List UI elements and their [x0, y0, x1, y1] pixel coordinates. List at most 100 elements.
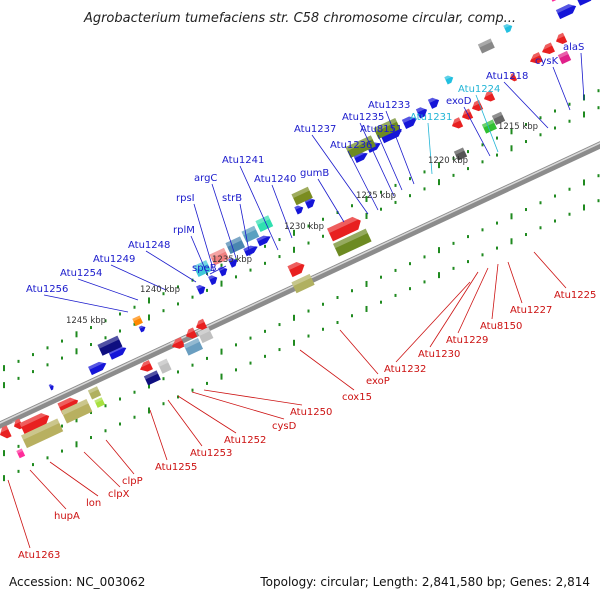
- gene-feature[interactable]: [527, 52, 543, 66]
- gene-label-bottom[interactable]: cysD: [272, 421, 297, 432]
- gene-feature[interactable]: [196, 283, 207, 295]
- gene-feature[interactable]: [575, 0, 597, 6]
- gene-feature[interactable]: [291, 186, 313, 206]
- gene-label-bottom[interactable]: Atu1229: [446, 335, 488, 346]
- gene-feature[interactable]: [557, 50, 572, 65]
- gene-feature[interactable]: [197, 327, 214, 344]
- gene-label-bottom[interactable]: exoP: [366, 376, 390, 387]
- gene-feature[interactable]: [453, 147, 468, 161]
- gene-feature[interactable]: [449, 117, 464, 130]
- gene-label-top[interactable]: Atu1235: [342, 112, 384, 123]
- gene-label-top[interactable]: exoD: [446, 96, 472, 107]
- gene-feature[interactable]: [255, 215, 274, 233]
- gene-feature[interactable]: [444, 73, 455, 85]
- gene-feature[interactable]: [218, 264, 229, 277]
- gene-feature[interactable]: [481, 90, 496, 103]
- gene-label-top[interactable]: alaS: [563, 42, 584, 53]
- gene-feature[interactable]: [87, 386, 102, 400]
- gene-feature[interactable]: [21, 418, 64, 449]
- gene-feature[interactable]: [401, 114, 419, 129]
- gene-label-top[interactable]: Atu1256: [26, 284, 68, 295]
- gene-feature[interactable]: [88, 359, 108, 376]
- gene-label-top[interactable]: Atu1231: [410, 112, 452, 123]
- gene-feature[interactable]: [291, 273, 315, 294]
- gene-label-top[interactable]: Atu1218: [486, 71, 528, 82]
- gene-feature[interactable]: [553, 32, 568, 46]
- gene-feature[interactable]: [228, 256, 239, 268]
- gene-feature[interactable]: [137, 360, 153, 374]
- gene-label-top[interactable]: Atu1249: [93, 254, 135, 265]
- gene-label-top[interactable]: cysK: [535, 56, 559, 67]
- gene-feature[interactable]: [16, 448, 26, 459]
- gene-feature[interactable]: [94, 397, 105, 408]
- gene-feature[interactable]: [183, 338, 204, 356]
- gene-label-top[interactable]: Atu8151: [360, 124, 402, 135]
- gene-label-bottom[interactable]: Atu1227: [510, 305, 552, 316]
- gene-label-bottom[interactable]: Atu1250: [290, 407, 332, 418]
- gene-label-top[interactable]: Atu1233: [368, 100, 410, 111]
- gene-label-top[interactable]: Atu1248: [128, 240, 170, 251]
- gene-feature[interactable]: [157, 358, 172, 374]
- gene-label-top[interactable]: Atu1236: [330, 140, 372, 151]
- gene-feature[interactable]: [539, 42, 555, 56]
- gene-label-bottom[interactable]: Atu1232: [384, 364, 426, 375]
- gene-feature[interactable]: [209, 247, 230, 266]
- gene-label-bottom[interactable]: Atu8150: [480, 321, 522, 332]
- gene-feature[interactable]: [97, 335, 123, 356]
- gene-label-top[interactable]: rplM: [173, 225, 195, 236]
- gene-feature[interactable]: [427, 95, 441, 109]
- gene-label-bottom[interactable]: clpP: [122, 476, 143, 487]
- gene-feature[interactable]: [481, 119, 497, 134]
- gene-label-bottom[interactable]: Atu1225: [554, 290, 596, 301]
- gene-feature[interactable]: [193, 318, 208, 332]
- gene-feature[interactable]: [415, 105, 429, 119]
- gene-feature[interactable]: [169, 337, 185, 351]
- gene-feature[interactable]: [132, 315, 143, 327]
- gene-label-bottom[interactable]: Atu1252: [224, 435, 266, 446]
- gene-feature[interactable]: [491, 111, 506, 125]
- gene-label-bottom[interactable]: cox15: [342, 392, 372, 403]
- gene-feature[interactable]: [327, 214, 364, 242]
- gene-label-top[interactable]: strB: [222, 193, 242, 204]
- gene-feature[interactable]: [183, 327, 198, 340]
- gene-label-top[interactable]: rpsI: [176, 193, 195, 204]
- gene-feature[interactable]: [294, 203, 305, 215]
- gene-label-bottom[interactable]: Atu1230: [418, 349, 460, 360]
- gene-labels[interactable]: 1245 kbp 1240 kbp 1235 kbp 1230 kbp 1225 kbp…: [18, 42, 596, 561]
- gene-feature[interactable]: [61, 398, 93, 424]
- gene-feature[interactable]: [469, 99, 484, 113]
- gene-feature[interactable]: [241, 225, 260, 243]
- gene-feature[interactable]: [508, 72, 518, 83]
- gene-label-top[interactable]: argC: [194, 173, 217, 184]
- gene-feature[interactable]: [373, 117, 401, 139]
- gene-feature[interactable]: [225, 236, 246, 255]
- gene-label-top[interactable]: Atu1237: [294, 124, 336, 135]
- gene-label-top[interactable]: Atu1241: [222, 155, 264, 166]
- gene-label-bottom[interactable]: Atu1255: [155, 462, 197, 473]
- gene-feature[interactable]: [243, 243, 259, 257]
- gene-feature[interactable]: [555, 1, 578, 20]
- gene-feature[interactable]: [19, 410, 51, 435]
- gene-label-top[interactable]: Atu1224: [458, 84, 500, 95]
- gene-feature[interactable]: [0, 425, 12, 440]
- gene-label-top[interactable]: speB: [192, 263, 217, 274]
- gene-label-bottom[interactable]: Atu1263: [18, 550, 60, 561]
- gene-feature[interactable]: [503, 22, 514, 33]
- gene-features[interactable]: [0, 0, 600, 459]
- gene-feature[interactable]: [287, 259, 307, 278]
- gene-feature[interactable]: [138, 324, 147, 333]
- gene-label-bottom[interactable]: clpX: [108, 489, 130, 500]
- gene-feature[interactable]: [143, 370, 161, 386]
- gene-label-top[interactable]: gumB: [300, 168, 329, 179]
- gene-feature[interactable]: [208, 273, 219, 286]
- gene-label-top[interactable]: Atu1240: [254, 174, 296, 185]
- gene-feature[interactable]: [547, 0, 573, 2]
- gene-feature[interactable]: [333, 228, 372, 257]
- gene-label-bottom[interactable]: hupA: [54, 511, 80, 522]
- gene-feature[interactable]: [477, 38, 495, 54]
- gene-label-top[interactable]: Atu1254: [60, 268, 102, 279]
- gene-label-bottom[interactable]: Atu1253: [190, 448, 232, 459]
- gene-feature[interactable]: [48, 383, 55, 391]
- gene-feature[interactable]: [256, 233, 272, 247]
